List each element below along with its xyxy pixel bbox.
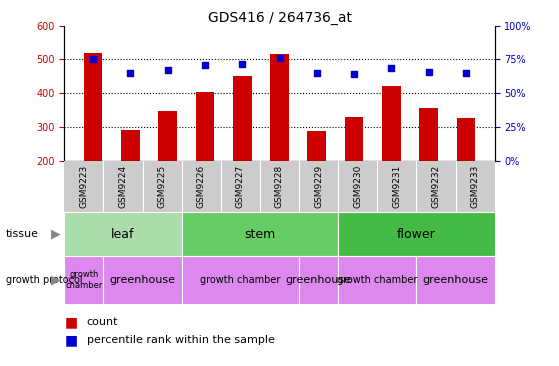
Bar (158, 111, 177, 161)
Text: GSM9228: GSM9228 (275, 165, 284, 208)
Bar (196, 92, 214, 161)
Point (349, 71, 358, 77)
Point (275, 55, 284, 61)
Bar (84, 53, 102, 161)
Text: GSM9227: GSM9227 (236, 165, 245, 208)
Text: tissue: tissue (6, 229, 39, 239)
Point (461, 70, 470, 76)
Text: percentile rank within the sample: percentile rank within the sample (87, 335, 274, 346)
Point (312, 70, 321, 76)
Bar (419, 108, 438, 161)
Text: ▶: ▶ (51, 228, 61, 241)
Text: ■: ■ (64, 333, 77, 347)
Bar (307, 131, 326, 161)
Text: GSM9230: GSM9230 (353, 165, 362, 208)
Bar (270, 54, 289, 161)
Text: GSM9223: GSM9223 (79, 165, 88, 208)
Text: GSM9225: GSM9225 (158, 165, 167, 208)
Point (201, 62, 210, 68)
Text: stem: stem (244, 228, 276, 241)
Text: GSM9231: GSM9231 (392, 165, 401, 208)
Text: GSM9232: GSM9232 (432, 165, 440, 208)
Text: greenhouse: greenhouse (286, 275, 352, 285)
Text: leaf: leaf (111, 228, 135, 241)
Text: flower: flower (397, 228, 436, 241)
Point (424, 69, 433, 75)
Text: growth protocol: growth protocol (6, 275, 82, 285)
Text: GSM9226: GSM9226 (197, 165, 206, 208)
Bar (121, 130, 140, 161)
Point (163, 67, 172, 73)
Text: GDS416 / 264736_at: GDS416 / 264736_at (207, 11, 352, 25)
Text: GSM9224: GSM9224 (119, 165, 127, 208)
Text: growth chamber: growth chamber (200, 275, 281, 285)
Text: GSM9233: GSM9233 (471, 165, 480, 208)
Point (387, 65, 396, 71)
Point (238, 61, 247, 67)
Text: greenhouse: greenhouse (110, 275, 176, 285)
Text: greenhouse: greenhouse (423, 275, 489, 285)
Text: ■: ■ (64, 315, 77, 329)
Bar (382, 86, 401, 161)
Bar (345, 117, 363, 161)
Text: GSM9229: GSM9229 (314, 165, 323, 208)
Bar (233, 76, 252, 161)
Point (126, 70, 135, 76)
Point (89, 57, 98, 63)
Text: count: count (87, 317, 118, 327)
Text: growth
chamber: growth chamber (65, 270, 102, 290)
Bar (457, 118, 475, 161)
Text: ▶: ▶ (51, 273, 61, 287)
Text: growth chamber: growth chamber (337, 275, 418, 285)
